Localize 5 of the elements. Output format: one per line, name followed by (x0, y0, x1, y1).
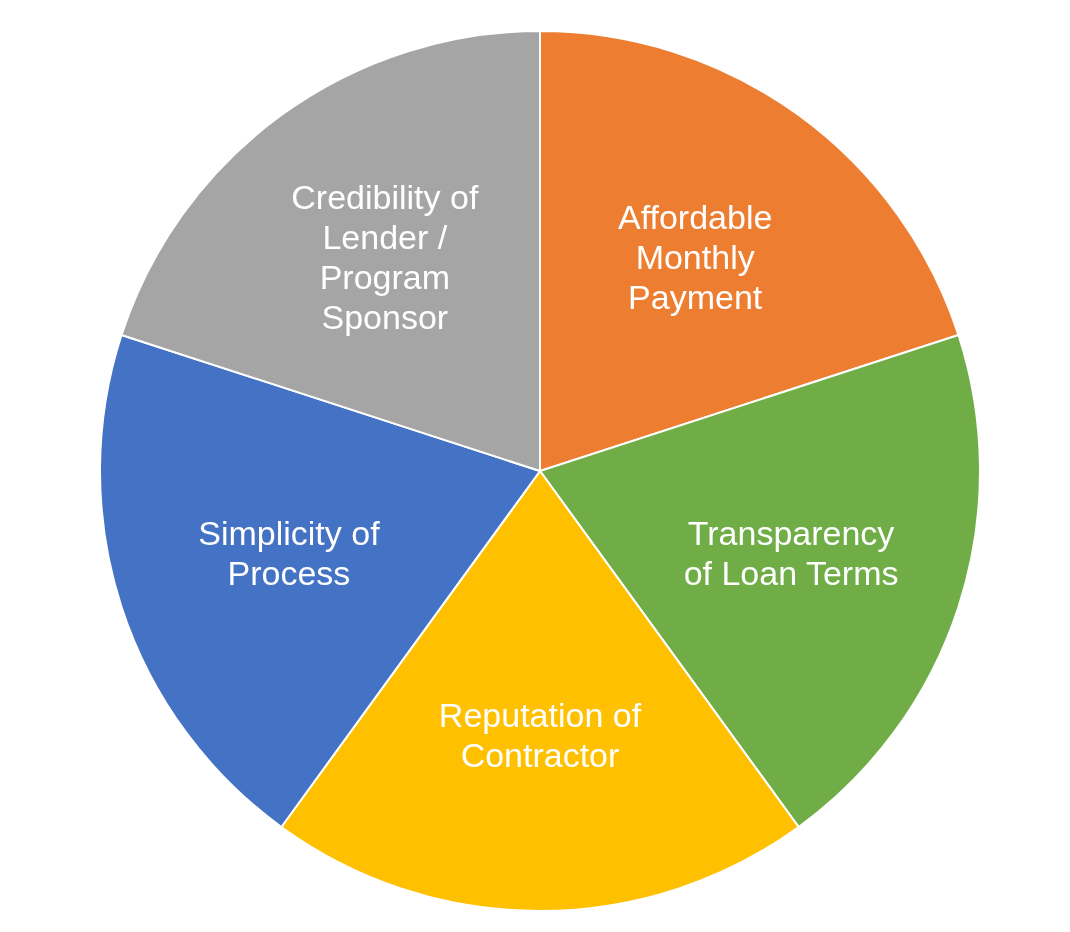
slice-label: Transparency of Loan Terms (683, 513, 899, 592)
slice-label: Simplicity of Process (198, 513, 381, 592)
slice-label: Reputation of Contractor (438, 696, 642, 774)
slice-label: Affordable Monthly Payment (617, 198, 773, 317)
slice-label: Credibility of Lender / Program Sponsor (291, 178, 479, 337)
